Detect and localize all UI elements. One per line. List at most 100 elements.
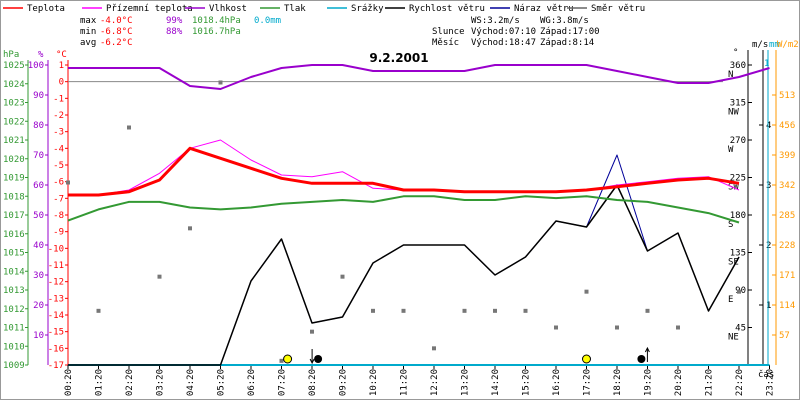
legend-label: Vlhkost: [209, 4, 247, 14]
celsius-tick-label: -6: [53, 178, 64, 188]
wind-direction-point: [676, 325, 680, 330]
wm2-tick-label: 228: [779, 241, 795, 251]
ms-tick-label: 1: [766, 301, 771, 311]
percent-tick-label: 30: [33, 271, 44, 281]
x-tick-label: 00:20: [64, 369, 74, 396]
legend-label: Náraz větru: [514, 4, 574, 14]
percent-tick-label: 100: [28, 61, 44, 71]
x-tick-label: 01:20: [95, 369, 105, 396]
hpa-tick-label: 1016: [3, 230, 25, 240]
degree-tick-label: 360: [730, 61, 746, 71]
celsius-tick-label: -8: [53, 211, 64, 221]
x-tick-label: 20:20: [674, 369, 684, 396]
stat-label: min: [80, 27, 96, 37]
wind-direction-point: [584, 289, 589, 294]
degree-tick-label: 45: [735, 324, 746, 334]
moonrise-icon: [637, 355, 646, 363]
legend: Teplota Přízemní teplota Vlhkost Tlak Srážky…: [3, 4, 645, 14]
series-line-tlak: [67, 195, 740, 224]
celsius-tick-label: -5: [53, 161, 64, 171]
wm2-unit: W/m2: [777, 40, 799, 50]
degree-tick-label: 135: [730, 249, 746, 259]
wind-direction-point: [462, 308, 467, 313]
x-tick-label: 18:20: [613, 369, 623, 396]
wind-direction-point: [66, 180, 70, 185]
hpa-tick-label: 1021: [3, 136, 25, 146]
legend-label: Tlak: [284, 4, 306, 14]
percent-unit: %: [38, 50, 44, 60]
mm-tick-label: 1: [764, 59, 769, 69]
degree-tick-label: 180: [730, 211, 746, 221]
arrow-up-head-icon: [644, 346, 650, 353]
x-tick-label: 07:20: [278, 369, 288, 396]
right-axes: °360N315NW270W225SW180S135SE90E45NEm/s12…: [728, 40, 799, 365]
wind-direction-point: [737, 289, 741, 294]
wm2-tick-label: 342: [779, 181, 795, 191]
x-tick-label: 22:20: [735, 369, 745, 396]
stat-temp: -6.8°C: [100, 27, 133, 37]
celsius-tick-label: -2: [53, 111, 64, 121]
hpa-tick-label: 1025: [3, 61, 25, 71]
ms-tick-label: 2: [766, 241, 771, 251]
wind-direction-point: [310, 329, 314, 334]
celsius-tick-label: 0: [59, 78, 64, 88]
celsius-tick-label: -3: [53, 128, 64, 138]
celsius-tick-label: -10: [48, 244, 64, 254]
moon-set: Západ:8:14: [540, 38, 594, 48]
markers-layer: [283, 346, 650, 365]
x-tick-label: 10:20: [369, 369, 379, 396]
hpa-tick-label: 1018: [3, 192, 25, 202]
series-line-vlhkost: [68, 64, 770, 90]
celsius-tick-label: -13: [48, 294, 64, 304]
celsius-tick-label: 1: [59, 61, 64, 71]
x-axis: 00:20 01:20 02:20 03:20 04:20 05:20 06:20 07:20…: [64, 365, 776, 396]
wind-gust-info: WG:3.8m/s: [540, 16, 589, 26]
legend-label: Směr větru: [591, 4, 645, 14]
wind-direction-point: [493, 308, 497, 313]
mm-unit: mm: [769, 40, 780, 50]
x-tick-label: 09:20: [339, 369, 349, 396]
wind-direction-point: [523, 308, 528, 313]
wm2-tick-label: 114: [779, 301, 795, 311]
celsius-tick-label: -9: [53, 228, 64, 238]
wind-direction-point: [279, 358, 284, 363]
ms-unit: m/s: [752, 40, 768, 50]
degree-tick-label: 270: [730, 136, 746, 146]
x-tick-label: 23:20: [766, 369, 776, 396]
stat-label: avg: [80, 38, 96, 48]
hpa-tick-label: 1024: [3, 80, 25, 90]
wind-direction-point: [645, 308, 650, 313]
wm2-tick-label: 399: [779, 151, 795, 161]
celsius-unit: °C: [56, 50, 67, 60]
hpa-tick-label: 1019: [3, 174, 25, 184]
celsius-tick-label: -17: [48, 361, 64, 371]
series-line-teplota: [68, 146, 740, 197]
wm2-tick-label: 456: [779, 121, 795, 131]
legend-label: Teplota: [27, 4, 65, 14]
arrow-down-head-icon: [309, 358, 315, 365]
hpa-unit: hPa: [3, 50, 19, 60]
stat-humidity: 99%: [166, 16, 183, 26]
compass-label: NW: [728, 108, 739, 118]
wind-direction-point: [401, 308, 406, 313]
degree-tick-label: 315: [730, 99, 746, 109]
stat-label: max: [80, 16, 97, 26]
celsius-tick-label: -12: [48, 278, 64, 288]
stats-panel: max -4.0°C 99% 1018.4hPa min -6.8°C 88% 1016.7h…: [80, 16, 600, 48]
percent-tick-label: 50: [33, 211, 44, 221]
wm2-tick-label: 285: [779, 211, 795, 221]
x-tick-label: 14:20: [491, 369, 501, 396]
legend-label: Srážky: [351, 4, 384, 14]
x-tick-label: 04:20: [186, 369, 196, 396]
percent-tick-label: 40: [33, 241, 44, 251]
left-axes: hPa1009101010111012101310141015101610171…: [3, 50, 69, 371]
sunset-icon: [582, 354, 591, 364]
celsius-tick-label: -1: [53, 94, 64, 104]
hpa-tick-label: 1023: [3, 99, 25, 109]
percent-tick-label: 70: [33, 151, 44, 161]
x-tick-label: 12:20: [430, 369, 440, 396]
wind-direction-point: [615, 325, 619, 330]
stat-humidity: 88%: [166, 27, 183, 37]
